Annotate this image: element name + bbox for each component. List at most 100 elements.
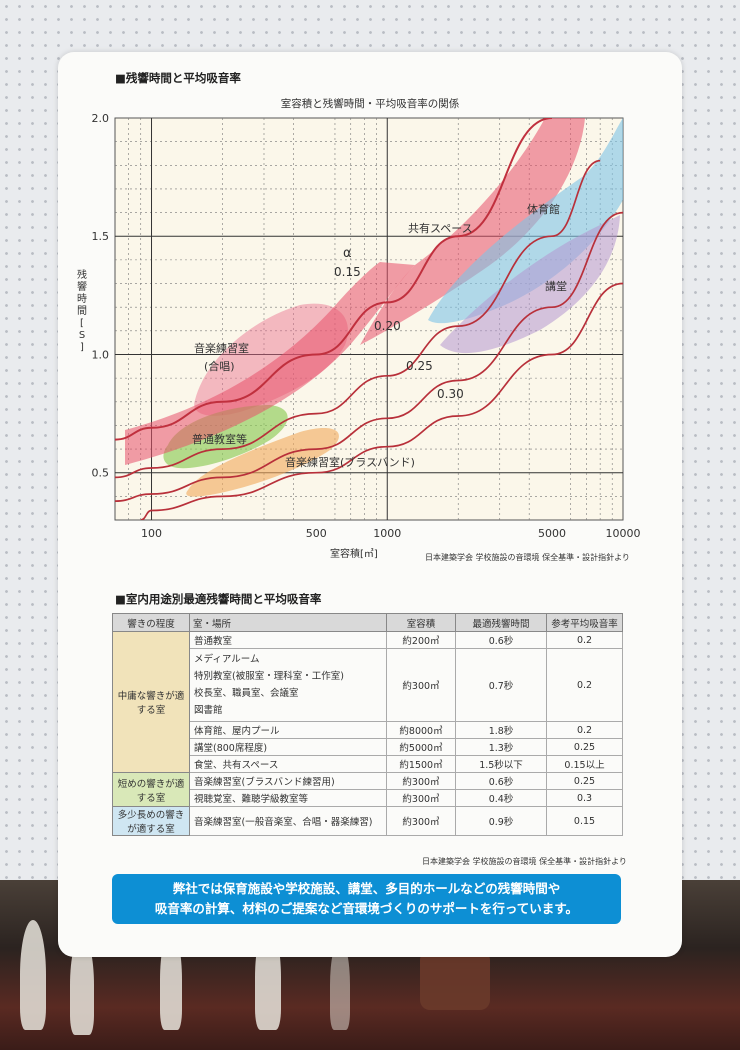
chart-title: 室容積と残響時間・平均吸音率の関係 [280, 98, 460, 110]
region-label-choir-room-2: (合唱) [204, 359, 235, 373]
y-axis-label-char: 残 [77, 268, 87, 281]
volume-cell: 約300㎥ [386, 789, 456, 807]
y-axis-label-char: 時 [77, 293, 87, 305]
y-axis-label-char: 間 [77, 305, 87, 317]
region-label-gymnasium: 体育館 [527, 202, 560, 216]
reverberation-chart: 100 500 1000 5000 10000 0.5 1.0 1.5 2.0 α 0.15 0… [77, 112, 641, 560]
volume-cell: 約300㎥ [386, 772, 456, 790]
volume-cell: 約300㎥ [386, 806, 456, 836]
alpha-cell: 0.2 [546, 721, 623, 739]
room-cell: 視聴覚室、難聴学級教室等 [189, 789, 387, 807]
y-axis-label-char: 響 [77, 280, 87, 293]
x-tick-label: 10000 [606, 527, 641, 540]
group-label-short: 短めの響きが適する室 [112, 772, 190, 807]
time-cell: 1.8秒 [455, 721, 547, 739]
y-tick-label: 1.0 [92, 348, 110, 361]
y-axis-label-char: [ [80, 318, 84, 329]
banner-line-2: 吸音率の計算、材料のご提案など音環境づくりのサポートを行っています。 [154, 901, 579, 916]
curve-label-030: 0.30 [437, 387, 464, 401]
banner-line-1: 弊社では保育施設や学校施設、講堂、多目的ホールなどの残響時間や [172, 881, 561, 896]
alpha-cell: 0.15以上 [546, 755, 623, 773]
alpha-curve-3 [140, 282, 623, 520]
minor-grid [115, 118, 623, 520]
alpha-curve-1 [115, 159, 601, 479]
volume-cell: 約300㎥ [386, 648, 456, 722]
table-row: 食堂、共有スペース 約1500㎥ 1.5秒以下 0.15以上 [113, 755, 623, 773]
alpha-curve-0 [115, 118, 553, 441]
table-section-title: ■室内用途別最適残響時間と平均吸音率 [115, 592, 322, 606]
region-label-shared-space: 共有スペース [408, 221, 473, 235]
room-cell: 音楽練習室(ブラスバンド練習用) [189, 772, 387, 790]
alpha-cell: 0.2 [546, 648, 623, 722]
room-cell: 体育館、屋内プール [189, 721, 387, 739]
y-tick-label: 0.5 [92, 467, 110, 480]
room-cell: 音楽練習室(一般音楽室、合唱・器楽練習) [189, 806, 387, 836]
time-cell: 0.7秒 [455, 648, 547, 722]
time-cell: 0.6秒 [455, 772, 547, 790]
header-level: 響きの程度 [112, 613, 190, 632]
region-wide-band [125, 262, 415, 465]
alpha-symbol: α [343, 246, 352, 261]
x-tick-label: 500 [306, 527, 327, 540]
volume-cell: 約1500㎥ [386, 755, 456, 773]
region-label-auditorium: 講堂 [545, 279, 567, 293]
header-volume: 室容積 [386, 613, 456, 632]
region-brass-band-room [186, 428, 339, 497]
alpha-curve-2 [115, 211, 623, 502]
table-row: メディアルーム 特別教室(被服室・理科室・工作室) 校長室、職員室、会議室 図書… [113, 648, 623, 722]
service-banner: 弊社では保育施設や学校施設、講堂、多目的ホールなどの残響時間や 吸音率の計算、材… [112, 874, 621, 924]
volume-cell: 約8000㎥ [386, 721, 456, 739]
region-label-ordinary-classroom: 普通教室等 [192, 432, 247, 446]
table-row: 短めの響きが適する室 音楽練習室(ブラスバンド練習用) 約300㎥ 0.6秒 0… [112, 772, 623, 807]
table-row: 体育館、屋内プール 約8000㎥ 1.8秒 0.2 [113, 721, 623, 739]
alpha-cell: 0.3 [546, 789, 623, 807]
room-cell: 講堂(800席程度) [189, 738, 387, 756]
volume-cell: 約5000㎥ [386, 738, 456, 756]
alpha-cell: 0.2 [546, 631, 623, 649]
alpha-cell: 0.25 [546, 772, 623, 790]
room-cell: メディアルーム 特別教室(被服室・理科室・工作室) 校長室、職員室、会議室 図書… [189, 648, 387, 722]
chart-source-note: 日本建築学会 学校施設の音環境 保全基準・設計指針より [425, 553, 630, 562]
region-label-brass-band-room: 音楽練習室(ブラスバンド) [285, 455, 415, 469]
room-cell: 普通教室 [189, 631, 387, 649]
x-tick-label: 100 [141, 527, 162, 540]
region-gymnasium [428, 118, 623, 324]
table-header-row: 響きの程度 室・場所 室容積 最適残響時間 参考平均吸音率 [112, 613, 623, 632]
table-row: 講堂(800席程度) 約5000㎥ 1.3秒 0.25 [113, 738, 623, 756]
time-cell: 0.6秒 [455, 631, 547, 649]
x-tick-label: 5000 [538, 527, 566, 540]
table-source-note: 日本建築学会 学校施設の音環境 保全基準・設計指針より [422, 857, 627, 866]
curve-label-020: 0.20 [374, 319, 401, 333]
header-room: 室・場所 [189, 613, 387, 632]
table-row: 中庸な響きが適する室 普通教室 約200㎥ 0.6秒 0.2 [112, 631, 623, 773]
time-cell: 1.5秒以下 [455, 755, 547, 773]
table-row: 視聴覚室、難聴学級教室等 約300㎥ 0.4秒 0.3 [113, 789, 623, 807]
alpha-curves [115, 118, 623, 520]
group-label-medium: 中庸な響きが適する室 [112, 631, 190, 773]
reverberation-table: 響きの程度 室・場所 室容積 最適残響時間 参考平均吸音率 中庸な響きが適する室… [112, 613, 623, 836]
group-label-long: 多少長めの響きが適する室 [112, 806, 190, 836]
header-time: 最適残響時間 [455, 613, 547, 632]
y-axis-label-char: S [79, 330, 85, 341]
x-tick-label: 1000 [373, 527, 401, 540]
chart-section-title: ■残響時間と平均吸音率 [115, 71, 241, 85]
alpha-cell: 0.25 [546, 738, 623, 756]
region-auditorium [440, 215, 620, 354]
y-axis-label: 残響時間[S] [77, 268, 87, 353]
table-row: 多少長めの響きが適する室 音楽練習室(一般音楽室、合唱・器楽練習) 約300㎥ … [112, 806, 623, 836]
curve-label-025: 0.25 [406, 359, 433, 373]
volume-cell: 約200㎥ [386, 631, 456, 649]
time-cell: 0.9秒 [455, 806, 547, 836]
axis-ticks: 100 500 1000 5000 10000 0.5 1.0 1.5 2.0 [92, 112, 641, 540]
time-cell: 0.4秒 [455, 789, 547, 807]
x-axis-label: 室容積[㎥] [330, 547, 378, 560]
y-tick-label: 2.0 [92, 112, 110, 125]
alpha-cell: 0.15 [546, 806, 623, 836]
y-axis-label-char: ] [80, 342, 84, 353]
region-label-choir-room: 音楽練習室 [194, 341, 249, 355]
regions [125, 118, 623, 497]
room-cell: 食堂、共有スペース [189, 755, 387, 773]
y-tick-label: 1.5 [92, 230, 110, 243]
time-cell: 1.3秒 [455, 738, 547, 756]
header-alpha: 参考平均吸音率 [546, 613, 623, 632]
